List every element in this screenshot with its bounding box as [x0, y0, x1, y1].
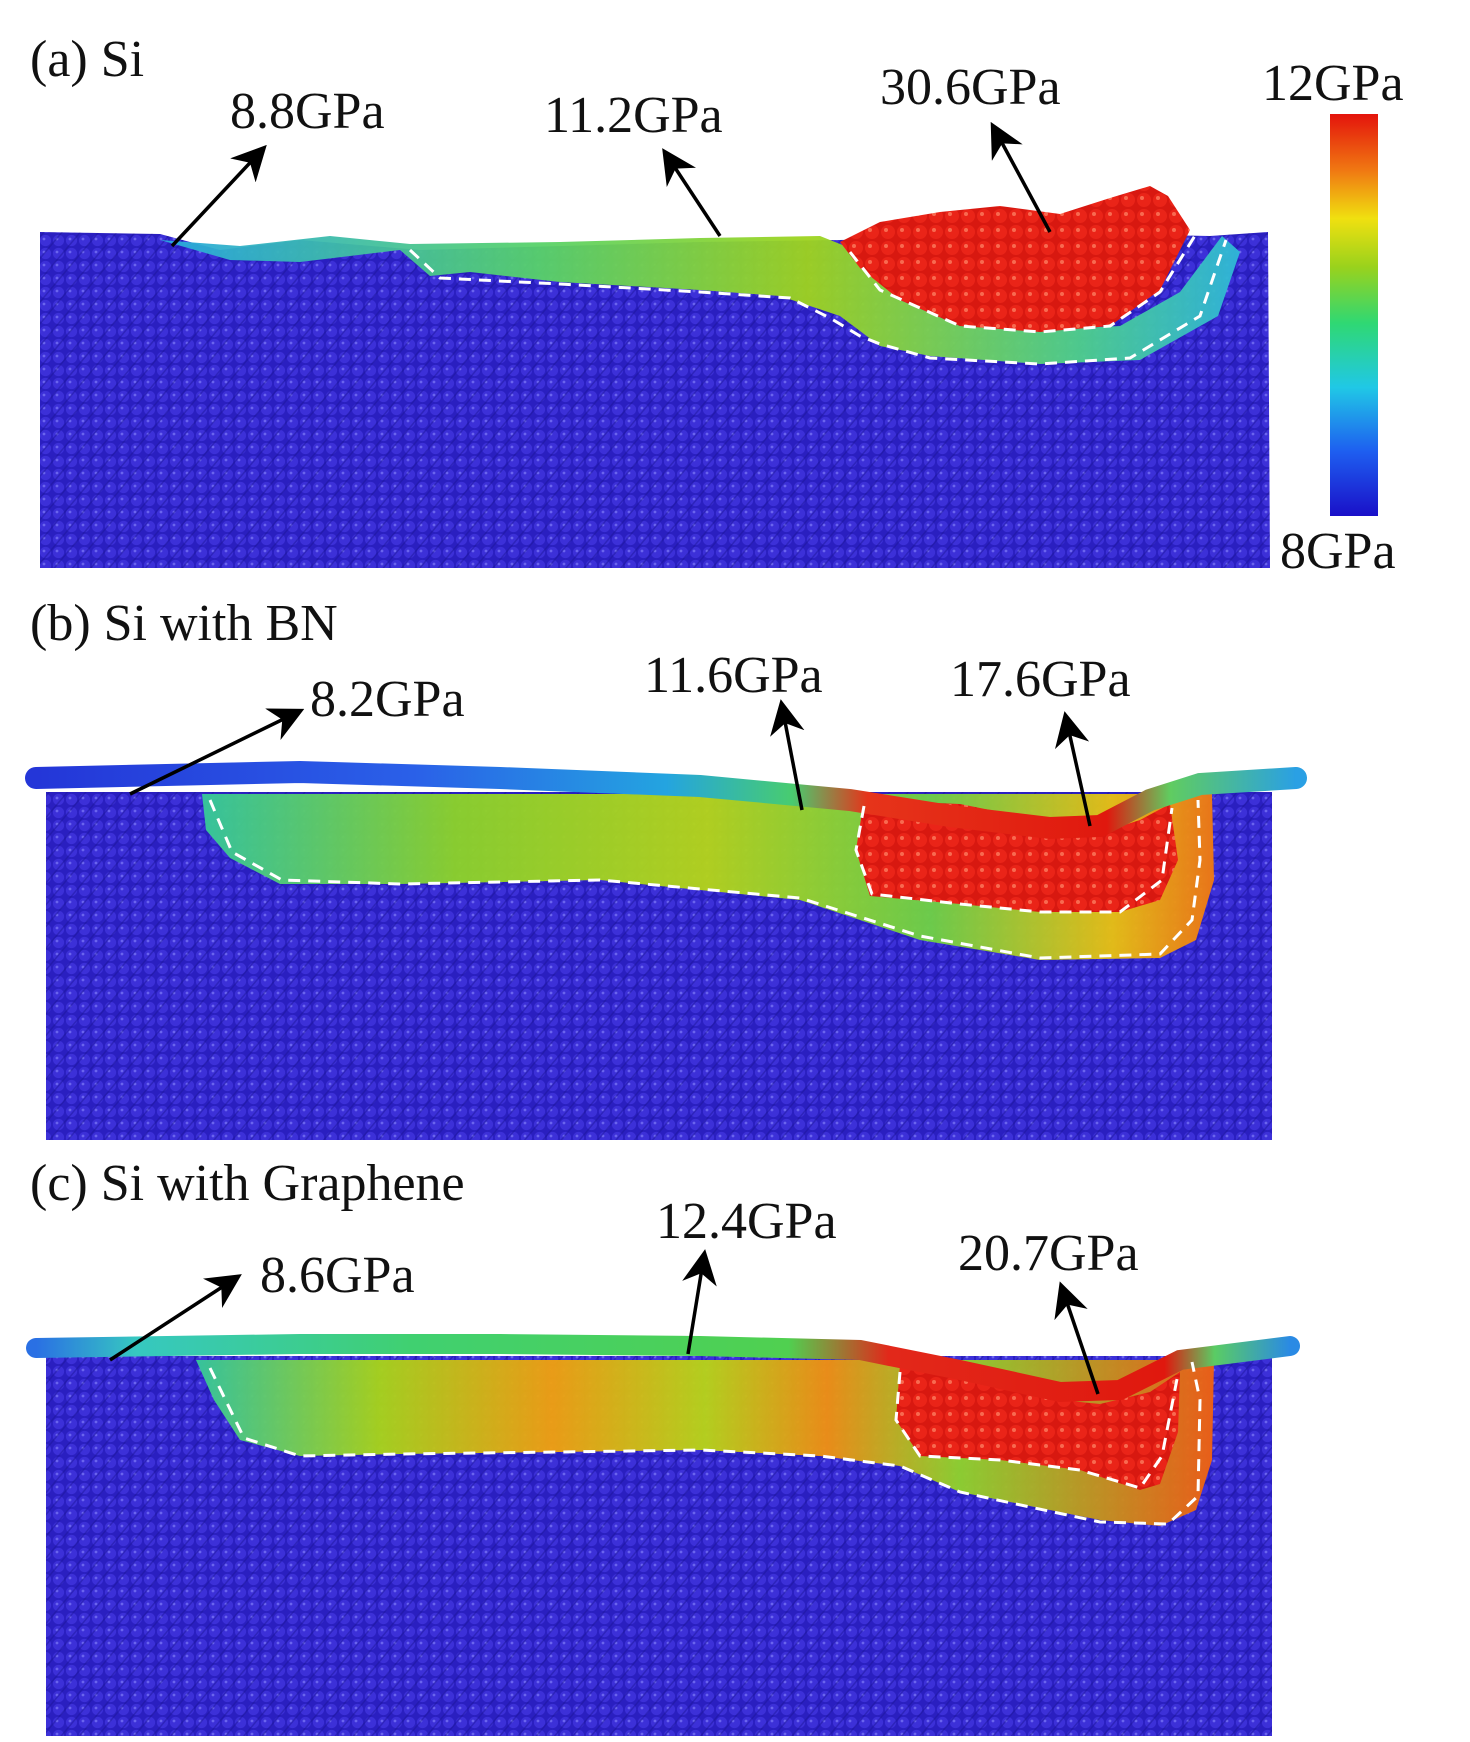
colorbar-max-label: 12GPa: [1262, 55, 1404, 112]
callout-20-7: 20.7GPa: [958, 1225, 1139, 1282]
coating-layer: [25, 760, 1307, 840]
indent-high-stress-zone: [856, 800, 1178, 912]
panel-b: (b) Si with BN 8.2GPa 11.6GPa 17.6GPa: [25, 595, 1307, 1140]
chip-high-stress-zone: [840, 186, 1190, 332]
arrow-11-6: [770, 699, 805, 811]
callout-11-2: 11.2GPa: [544, 87, 723, 144]
callout-8-2: 8.2GPa: [310, 671, 465, 728]
arrow-30-6: [990, 121, 1052, 233]
callout-arrows: [109, 1249, 1100, 1395]
arrow-12-4: [682, 1249, 717, 1355]
indent-high-stress-zone: [896, 1364, 1180, 1490]
panel-a: (a) Si 8.8GPa 11.2GPa 30.6GPa: [30, 31, 1270, 568]
callout-12-4: 12.4GPa: [656, 1193, 837, 1250]
amorphous-boundary: [408, 233, 1228, 366]
panel-title: (b) Si with BN: [30, 595, 338, 652]
arrow-20-7: [1054, 1281, 1100, 1395]
arrow-8-6: [109, 1274, 242, 1362]
callout-8-8: 8.8GPa: [230, 83, 385, 140]
panel-title: (c) Si with Graphene: [30, 1155, 465, 1212]
amorphous-boundary: [208, 1361, 1202, 1526]
callout-8-6: 8.6GPa: [260, 1247, 415, 1304]
callout-30-6: 30.6GPa: [880, 59, 1061, 116]
coating-layer: [26, 1334, 1300, 1403]
callout-11-6: 11.6GPa: [644, 647, 823, 704]
colorbar-min-label: 8GPa: [1280, 523, 1396, 580]
callout-arrows: [129, 699, 1092, 827]
arrow-17-6: [1054, 711, 1092, 827]
panel-c: (c) Si with Graphene 8.6GPa 12.4GPa 20.7…: [26, 1155, 1300, 1736]
amorphous-boundary: [208, 799, 1202, 960]
arrow-8-2: [129, 708, 305, 796]
panel-title: (a) Si: [30, 31, 144, 88]
callout-17-6: 17.6GPa: [950, 651, 1131, 708]
colorbar-gradient: [1330, 114, 1378, 516]
arrow-8-8: [170, 144, 267, 248]
colorbar: 12GPa 8GPa: [1262, 55, 1404, 580]
callout-arrows: [170, 121, 1052, 248]
arrow-11-2: [662, 148, 722, 237]
